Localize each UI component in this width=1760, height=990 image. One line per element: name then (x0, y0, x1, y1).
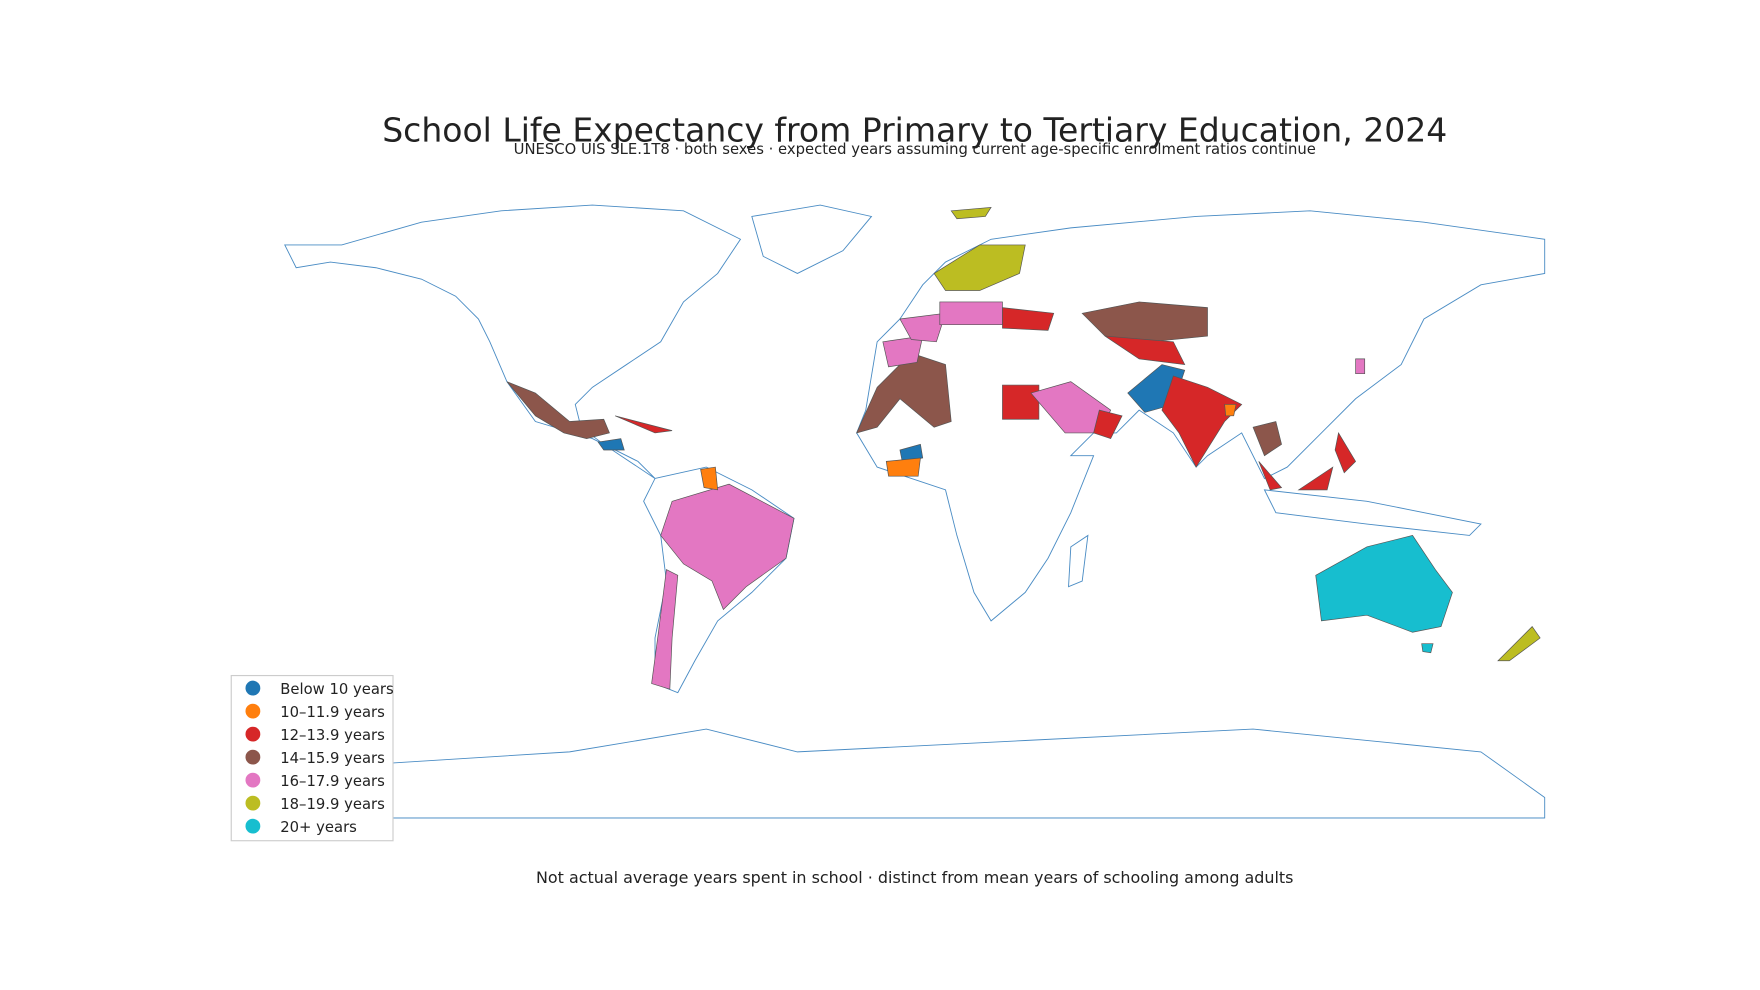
region (1224, 404, 1237, 417)
region (882, 335, 924, 368)
region (1497, 626, 1541, 662)
region (1258, 461, 1283, 491)
region (1104, 335, 1186, 365)
region (856, 352, 952, 434)
land (1263, 489, 1482, 536)
region (700, 466, 719, 491)
subtitle: UNESCO UIS SLE.1T8 · both sexes · expect… (514, 141, 1316, 158)
map (284, 204, 1546, 819)
region (1297, 466, 1334, 491)
legend-label: 10–11.9 years (280, 704, 385, 721)
land (386, 728, 1546, 819)
legend-label: 12–13.9 years (280, 727, 385, 744)
legend-swatch (245, 818, 261, 834)
legend-label: 18–19.9 years (280, 796, 385, 813)
legend: Below 10 years 10–11.9 years 12–13.9 years… (230, 674, 394, 842)
region (597, 438, 625, 451)
legend-label: 14–15.9 years (280, 750, 385, 767)
legend-label: Below 10 years (280, 681, 393, 698)
legend-swatch (245, 772, 261, 788)
region (1093, 409, 1123, 440)
region (1002, 384, 1040, 420)
land (751, 204, 873, 274)
region (899, 443, 924, 462)
region (660, 483, 795, 611)
region (1334, 431, 1357, 474)
legend-swatch (245, 703, 261, 719)
region (1002, 307, 1055, 331)
legend-swatch (245, 726, 261, 742)
region (885, 457, 921, 477)
legend-swatch (245, 795, 261, 811)
region (933, 244, 1026, 291)
region (1421, 643, 1434, 654)
region (615, 415, 673, 434)
legend-label: 16–17.9 years (280, 773, 385, 790)
region (1355, 358, 1366, 375)
legend-swatch (245, 680, 261, 696)
region (506, 381, 610, 439)
region (899, 312, 946, 343)
region (1315, 535, 1453, 633)
region (651, 569, 679, 690)
region (1252, 421, 1282, 457)
title: School Life Expectancy from Primary to T… (382, 110, 1447, 149)
legend-swatch (245, 749, 261, 765)
footnote: Not actual average years spent in school… (536, 868, 1293, 887)
land (1068, 534, 1089, 588)
region (950, 206, 992, 220)
legend-label: 20+ years (280, 819, 357, 836)
region (1161, 375, 1243, 468)
region (939, 301, 1003, 326)
land (284, 204, 742, 479)
